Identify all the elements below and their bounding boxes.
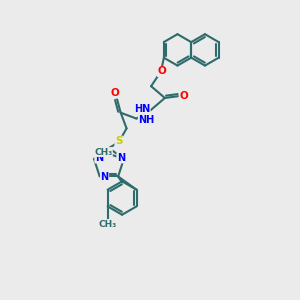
Text: N: N bbox=[100, 172, 109, 182]
Text: CH₃: CH₃ bbox=[94, 148, 112, 157]
Text: O: O bbox=[158, 67, 166, 76]
Text: HN: HN bbox=[134, 104, 150, 114]
Text: N: N bbox=[95, 153, 103, 163]
Text: N: N bbox=[117, 153, 125, 163]
Text: O: O bbox=[110, 88, 119, 98]
Text: CH₃: CH₃ bbox=[98, 220, 117, 229]
Text: NH: NH bbox=[138, 115, 154, 124]
Text: S: S bbox=[115, 136, 122, 146]
Text: O: O bbox=[179, 91, 188, 101]
